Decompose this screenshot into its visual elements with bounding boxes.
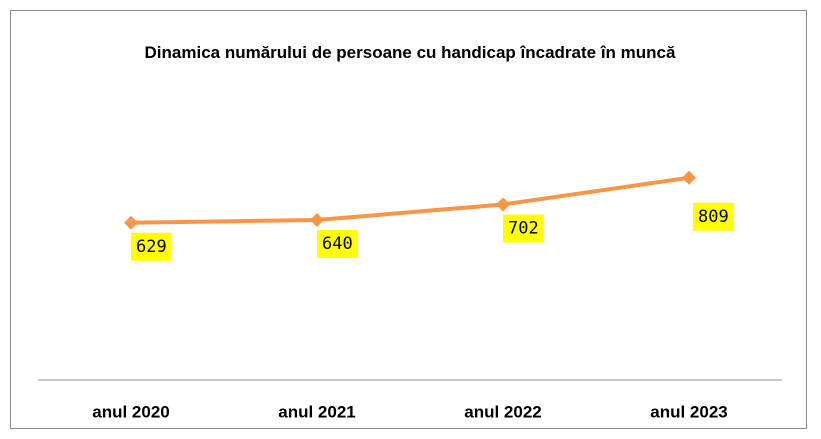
data-label: 629 bbox=[136, 237, 167, 257]
data-label: 640 bbox=[322, 234, 353, 254]
marker bbox=[124, 215, 138, 230]
data-label: 702 bbox=[508, 219, 539, 239]
marker bbox=[682, 170, 696, 185]
data-label-bg bbox=[503, 214, 544, 243]
x-tick-label: anul 2021 bbox=[278, 402, 356, 421]
data-label-bg bbox=[131, 232, 172, 261]
data-label-bg bbox=[317, 230, 358, 258]
marker bbox=[310, 213, 324, 227]
marker bbox=[496, 197, 510, 212]
chart-title: Dinamica numărului de persoane cu handic… bbox=[144, 43, 676, 62]
data-label-bg bbox=[693, 202, 734, 231]
x-tick-label: anul 2023 bbox=[650, 402, 728, 421]
chart-frame bbox=[10, 10, 807, 429]
x-tick-label: anul 2020 bbox=[92, 402, 170, 421]
line bbox=[130, 175, 690, 225]
x-tick-label: anul 2022 bbox=[464, 402, 542, 421]
data-label: 809 bbox=[698, 207, 729, 227]
